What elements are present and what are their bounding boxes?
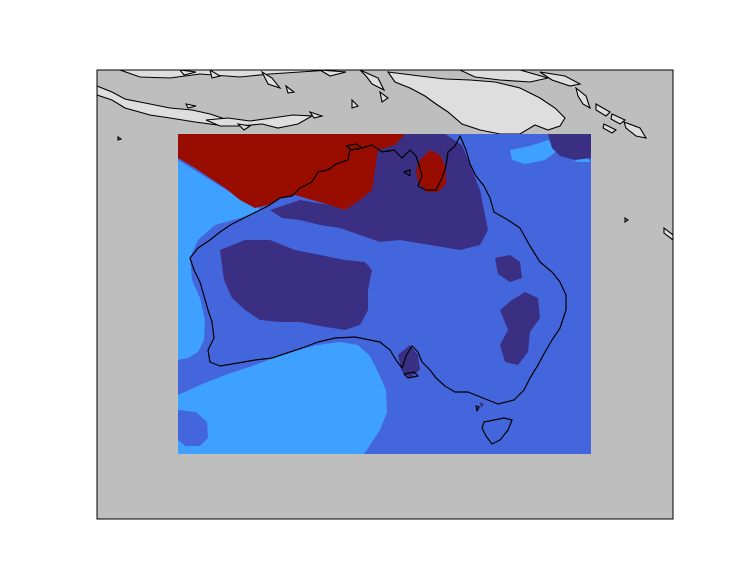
field-dark-navy-east-2 xyxy=(500,292,540,365)
island-speck-10 xyxy=(236,123,252,131)
solomon-island-5 xyxy=(602,123,618,134)
solomon-island-1 xyxy=(575,86,591,110)
field-royal-blue-sw-patch xyxy=(178,410,208,446)
field-sky-blue-west xyxy=(178,160,262,360)
island-speck-2 xyxy=(209,70,222,79)
data-layer xyxy=(178,134,591,454)
tasmania-outline xyxy=(481,417,513,445)
australia-mainland-outline xyxy=(189,135,567,405)
field-royal-blue-w-patch xyxy=(178,370,186,386)
new-caledonia xyxy=(663,226,673,241)
new-britain xyxy=(539,71,582,87)
new-guinea-north xyxy=(459,70,549,83)
field-sky-blue-south xyxy=(178,342,387,454)
australia-coastline xyxy=(189,135,567,445)
new-guinea xyxy=(386,71,566,135)
lesser-sunda-islands xyxy=(205,114,314,129)
field-dark-red-northwest xyxy=(178,134,405,210)
sulawesi-island xyxy=(359,70,386,92)
outside-land xyxy=(97,70,673,241)
solomon-island-4 xyxy=(623,121,648,139)
field-dark-navy-northeast xyxy=(548,134,591,160)
map-frame xyxy=(96,69,674,520)
field-sky-blue-northeast xyxy=(510,140,558,164)
island-speck-4 xyxy=(285,84,296,94)
field-dark-navy-sa xyxy=(398,345,420,378)
borneo-island xyxy=(119,70,331,79)
groote-island-outline xyxy=(403,169,411,177)
island-speck-6 xyxy=(351,98,360,109)
field-dark-red-gulf xyxy=(416,150,446,192)
melville-island-outline xyxy=(345,143,363,151)
field-dark-navy-central xyxy=(220,240,372,330)
island-speck-3 xyxy=(260,70,282,90)
island-speck-9 xyxy=(308,110,324,119)
island-speck-5 xyxy=(379,90,389,103)
island-speck-8 xyxy=(185,103,197,109)
island-speck-11 xyxy=(624,216,629,224)
field-dark-navy-east-1 xyxy=(495,255,522,282)
island-speck-7 xyxy=(319,70,347,77)
bass-strait-island xyxy=(475,405,480,412)
solomon-island-2 xyxy=(595,103,611,117)
kangaroo-island-outline xyxy=(403,371,419,379)
island-speck-12 xyxy=(117,135,123,141)
field-dark-navy-speck xyxy=(480,402,484,408)
solomon-island-3 xyxy=(610,113,627,125)
island-speck-1 xyxy=(179,70,197,76)
